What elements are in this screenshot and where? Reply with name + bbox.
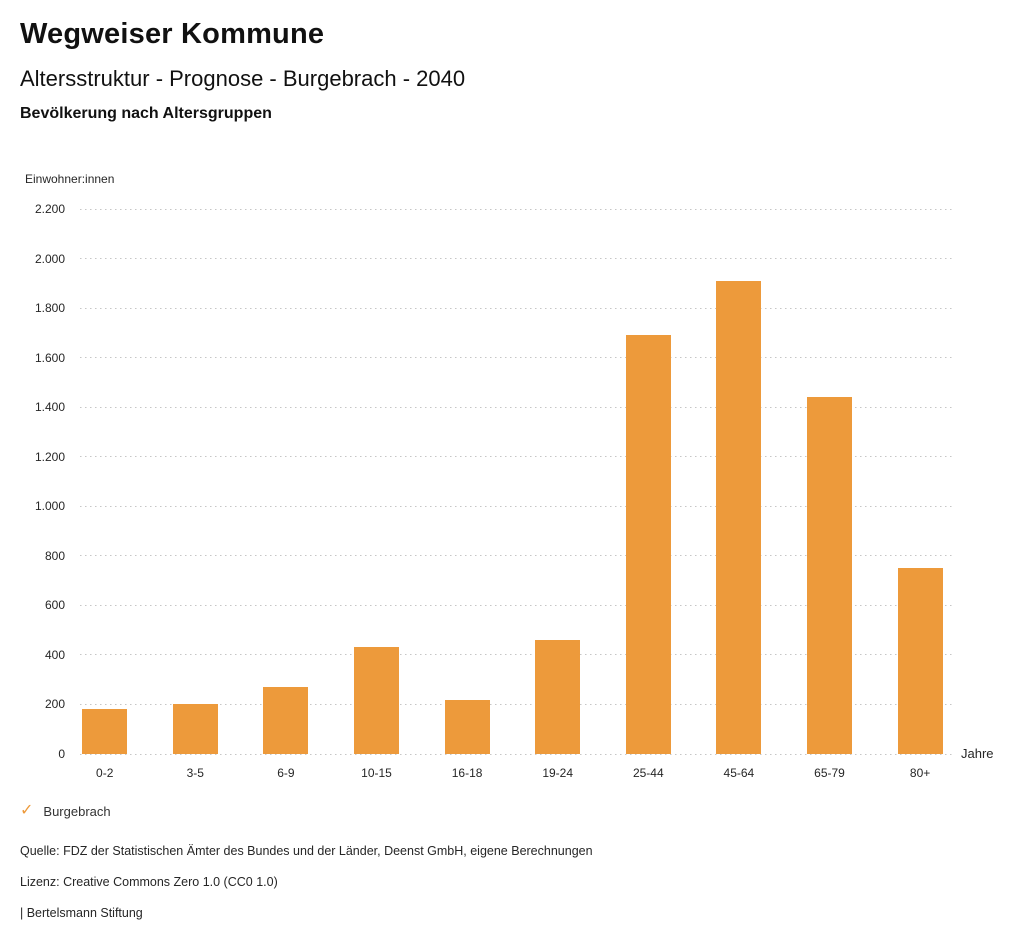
bar-0-2[interactable]	[82, 709, 128, 754]
legend[interactable]: ✓ Burgebrach	[20, 803, 111, 819]
gridline	[80, 555, 955, 557]
check-icon: ✓	[20, 802, 34, 819]
x-axis-title: Jahre	[961, 746, 994, 761]
plot-area	[80, 208, 955, 755]
chart-title: Altersstruktur - Prognose - Burgebrach -…	[20, 66, 466, 91]
page-title: Wegweiser Kommune	[20, 18, 325, 50]
y-tick-label: 400	[44, 647, 65, 662]
x-tick-label: 45-64	[723, 766, 755, 780]
gridline	[80, 505, 955, 507]
x-axis: 0-2 3-5 6-9 10-15 16-18 19-24 25-44 45-64 65-79 8…	[80, 766, 955, 782]
y-tick-label: 1.200	[34, 449, 65, 464]
x-tick-label: 3-5	[186, 766, 204, 780]
y-tick-label: 0	[58, 747, 65, 761]
license-text: Lizenz: Creative Commons Zero 1.0 (CC0 1…	[20, 875, 278, 889]
gridline	[80, 604, 955, 606]
bar-10-15[interactable]	[354, 647, 399, 754]
y-tick-label: 1.000	[34, 499, 65, 514]
x-tick-label: 19-24	[542, 766, 574, 780]
gridline	[80, 258, 955, 260]
bar-16-18[interactable]	[444, 699, 490, 754]
gridline	[80, 357, 955, 359]
y-tick-label: 1.600	[34, 350, 65, 365]
gridline	[80, 307, 955, 309]
bar-80+[interactable]	[897, 568, 943, 754]
y-tick-label: 200	[44, 697, 65, 712]
x-tick-label: 16-18	[451, 766, 483, 780]
y-axis: 0 200 400 600 800 1.000 1.200 1.400 1.600 1.800 2.…	[0, 202, 65, 761]
gridline	[80, 406, 955, 408]
y-tick-label: 2.000	[34, 251, 65, 266]
bar-3-5[interactable]	[172, 704, 218, 754]
bar-19-24[interactable]	[535, 640, 581, 754]
chart-subtitle: Bevölkerung nach Altersgruppen	[20, 105, 272, 122]
x-tick-label: 25-44	[632, 766, 664, 780]
legend-label: Burgebrach	[43, 803, 111, 819]
y-tick-label: 2.200	[34, 202, 65, 216]
attribution-text: | Bertelsmann Stiftung	[20, 906, 143, 920]
bar-25-44[interactable]	[625, 335, 671, 754]
y-axis-title: Einwohner:innen	[25, 172, 115, 186]
x-tick-label: 0-2	[96, 766, 114, 780]
x-tick-label: 10-15	[361, 766, 392, 780]
gridline	[80, 654, 955, 656]
bar-45-64[interactable]	[716, 280, 762, 754]
x-tick-label: 65-79	[814, 766, 845, 780]
x-tick-label: 80+	[909, 766, 931, 780]
y-tick-label: 1.400	[34, 400, 65, 415]
y-tick-label: 800	[44, 548, 65, 563]
gridline	[80, 456, 955, 458]
gridline	[80, 208, 955, 210]
gridline	[80, 703, 955, 705]
x-tick-label: 6-9	[277, 766, 295, 780]
gridline	[80, 753, 955, 755]
y-tick-label: 1.800	[34, 301, 65, 316]
bar-65-79[interactable]	[807, 397, 852, 754]
y-tick-label: 600	[44, 598, 65, 613]
bar-6-9[interactable]	[263, 687, 309, 754]
source-text: Quelle: FDZ der Statistischen Ämter des …	[20, 844, 593, 858]
